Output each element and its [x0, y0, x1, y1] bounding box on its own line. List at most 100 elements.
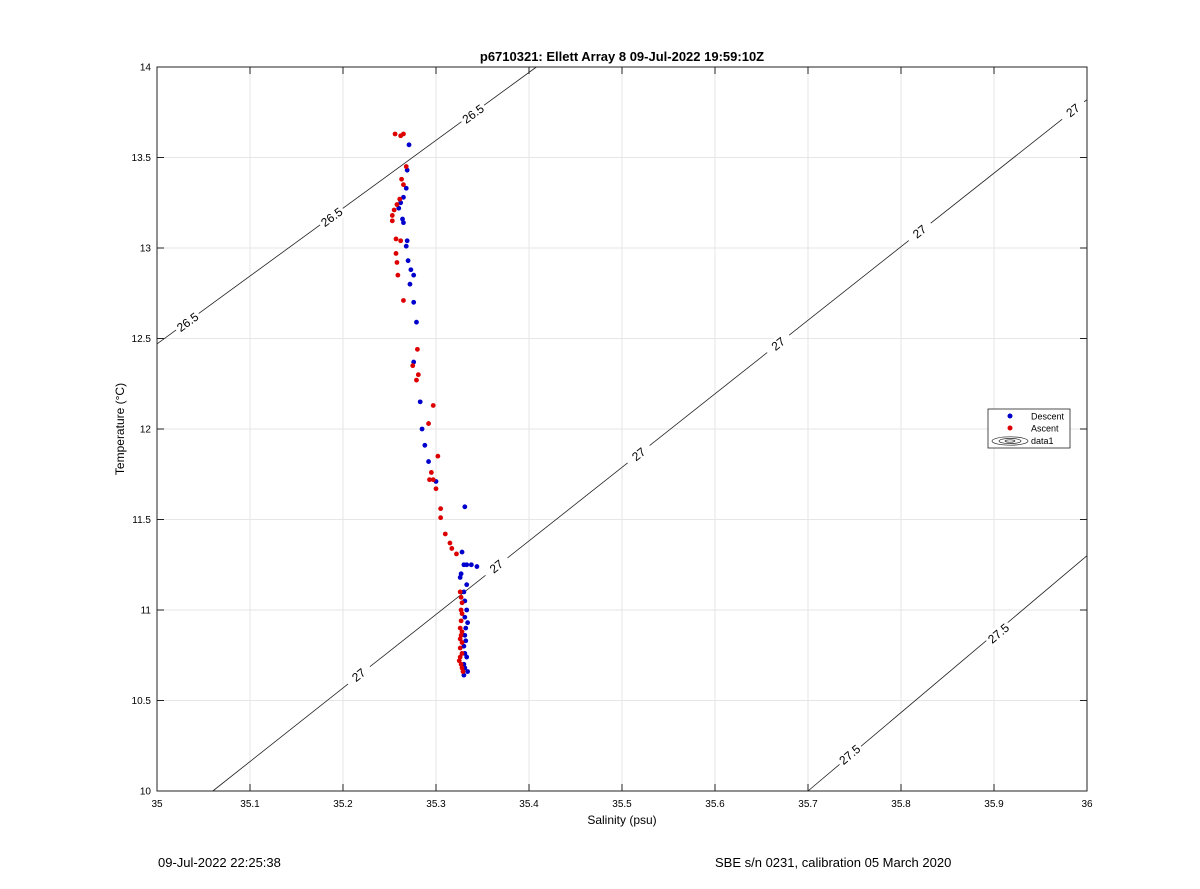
point-descent [411, 272, 417, 278]
point-ascent [435, 453, 441, 459]
point-descent [406, 142, 412, 148]
point-descent [458, 571, 464, 577]
point-ascent [401, 131, 406, 137]
footer-calibration: SBE s/n 0231, calibration 05 March 2020 [715, 855, 952, 870]
point-descent [463, 625, 469, 631]
y-tick-label: 10 [140, 787, 152, 798]
point-ascent [394, 202, 400, 207]
data-points [389, 131, 480, 678]
legend-marker-contour-icon [991, 436, 1029, 446]
point-ascent [447, 540, 453, 546]
x-tick-label: 35.1 [240, 799, 260, 810]
point-ascent [410, 363, 416, 369]
point-ascent [430, 477, 436, 483]
point-ascent [454, 551, 459, 557]
point-ascent [426, 421, 431, 426]
x-tick-label: 35.4 [519, 799, 539, 810]
legend-marker-ascent [1007, 425, 1013, 431]
y-tick-label: 12.5 [132, 334, 152, 345]
y-tick-label: 12 [140, 425, 152, 436]
point-descent [461, 672, 467, 678]
point-ascent [427, 477, 432, 483]
point-descent [464, 562, 470, 568]
point-descent [398, 200, 404, 206]
point-descent [396, 205, 402, 211]
legend-label-data1: data1 [1031, 436, 1054, 446]
point-ascent [415, 346, 420, 352]
point-ascent [395, 272, 401, 278]
point-ascent [449, 546, 455, 551]
density-contour-line [212, 99, 1088, 792]
grid [157, 67, 1087, 791]
contour-label-background [316, 203, 348, 232]
point-descent [419, 426, 425, 432]
point-descent [426, 459, 431, 464]
y-tick-label: 13 [140, 244, 152, 255]
point-ascent [458, 618, 464, 624]
point-descent [411, 359, 417, 365]
x-tick-label: 35.6 [705, 799, 725, 810]
point-descent [465, 620, 471, 626]
contour-label-background [457, 100, 489, 128]
footer-timestamp: 09-Jul-2022 22:25:38 [158, 855, 281, 870]
point-descent [457, 575, 463, 580]
point-ascent [457, 654, 463, 660]
point-ascent [459, 629, 465, 635]
point-ascent [459, 651, 465, 656]
point-ascent [415, 372, 421, 378]
point-ascent [392, 131, 398, 137]
point-ascent [389, 213, 395, 218]
point-ascent [403, 164, 409, 169]
y-tick-label: 11 [141, 606, 152, 617]
y-tick-label: 11.5 [132, 515, 151, 526]
y-tick-label: 10.5 [132, 696, 152, 707]
point-descent [462, 614, 468, 620]
point-ascent [398, 238, 404, 244]
point-descent [464, 607, 470, 613]
legend-marker-descent [1007, 413, 1013, 419]
point-descent [407, 281, 413, 287]
point-ascent [433, 486, 439, 492]
point-ascent [414, 377, 419, 383]
point-descent [464, 582, 470, 588]
x-tick-label: 35.8 [891, 799, 911, 810]
point-ascent [442, 531, 448, 537]
legend: Descent Ascent data1 [987, 408, 1071, 449]
contour-label-background [762, 329, 794, 359]
point-ascent [458, 661, 464, 667]
contour-label-background [1057, 96, 1089, 125]
legend-label-ascent: Ascent [1031, 424, 1059, 434]
y-axis-ticks: 10 10.5 11 11.5 12 12.5 13 13.5 14 [132, 63, 1087, 798]
point-descent [461, 643, 467, 649]
contour-label-background [623, 440, 655, 469]
point-ascent [458, 632, 464, 638]
point-ascent [456, 658, 462, 664]
x-tick-label: 35.9 [984, 799, 1004, 810]
point-descent [404, 238, 410, 244]
x-tick-label: 35.3 [426, 799, 446, 810]
x-axis-ticks: 35 35.1 35.2 35.3 35.4 35.5 35.6 35.7 35.8 35.9 36 [151, 67, 1093, 810]
contour-label-background [983, 619, 1014, 648]
point-ascent [438, 515, 444, 521]
point-ascent [401, 298, 406, 303]
point-descent [404, 167, 410, 173]
point-ascent [458, 594, 464, 600]
y-tick-label: 14 [140, 63, 152, 74]
point-descent [461, 589, 467, 595]
point-descent [401, 194, 406, 200]
x-tick-label: 36 [1081, 799, 1093, 810]
point-ascent [397, 196, 403, 202]
x-tick-label: 35.2 [333, 799, 353, 810]
point-descent [463, 638, 469, 644]
legend-label-descent: Descent [1031, 412, 1065, 422]
contour-label-background [343, 660, 375, 690]
point-ascent [430, 403, 436, 408]
legend-box [987, 408, 1071, 449]
chart-title: p6710321: Ellett Array 8 09-Jul-2022 19:… [480, 49, 764, 64]
point-descent [411, 299, 417, 305]
point-descent [464, 654, 470, 660]
point-ascent [389, 218, 395, 224]
point-descent [417, 399, 423, 405]
point-ascent [428, 470, 434, 475]
contour-label-background [904, 217, 935, 246]
